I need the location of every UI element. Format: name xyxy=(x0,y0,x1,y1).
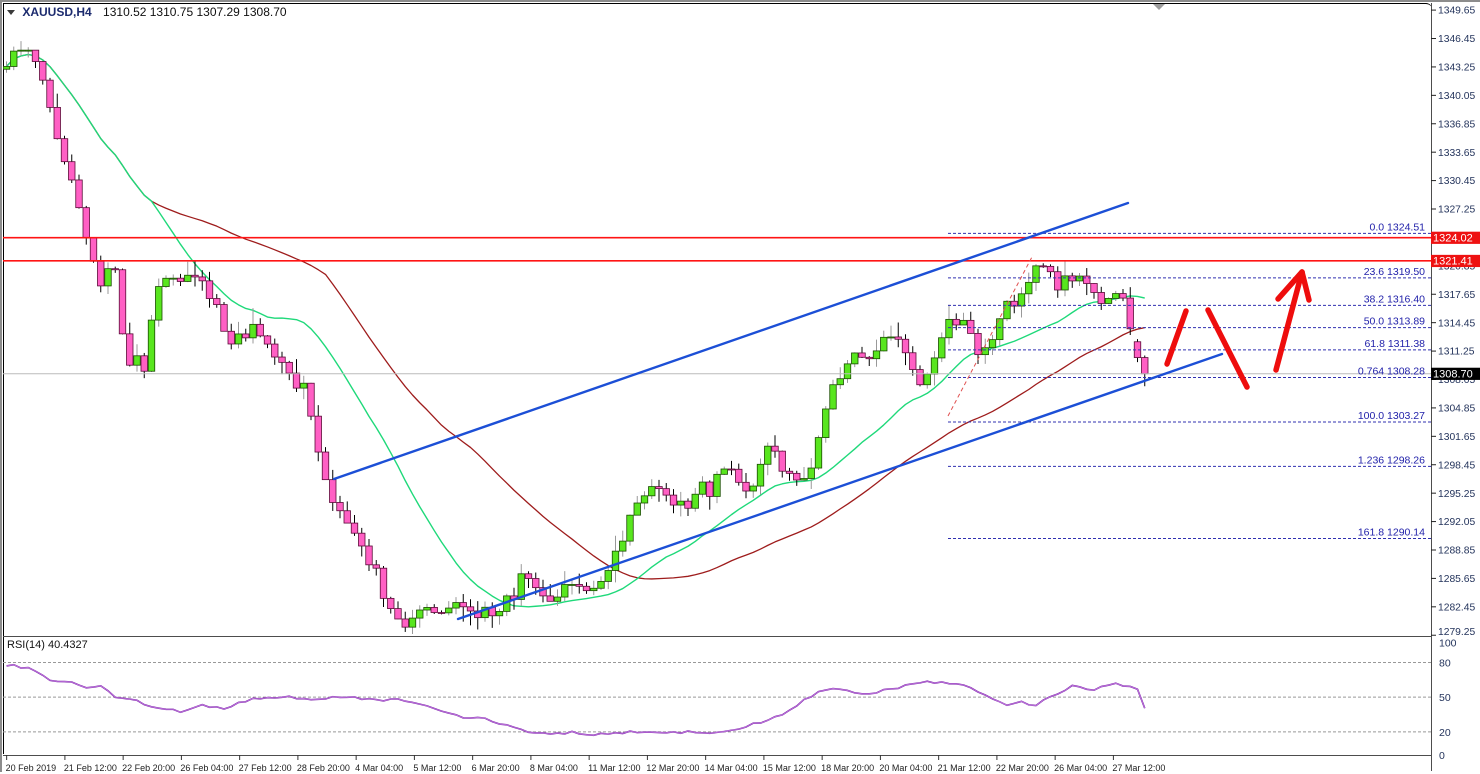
svg-text:1349.65: 1349.65 xyxy=(1438,6,1475,17)
svg-text:0: 0 xyxy=(1439,750,1445,762)
svg-text:100: 100 xyxy=(1439,638,1457,650)
svg-text:1311.25: 1311.25 xyxy=(1438,347,1475,358)
svg-text:50: 50 xyxy=(1439,692,1451,704)
svg-text:80: 80 xyxy=(1439,657,1451,669)
svg-text:1308.70: 1308.70 xyxy=(1433,368,1473,380)
svg-text:1285.65: 1285.65 xyxy=(1438,574,1475,585)
svg-text:1343.25: 1343.25 xyxy=(1438,63,1475,74)
svg-text:1324.02: 1324.02 xyxy=(1433,232,1473,244)
svg-text:1282.45: 1282.45 xyxy=(1438,602,1475,613)
svg-text:20: 20 xyxy=(1439,727,1451,739)
svg-text:1321.41: 1321.41 xyxy=(1433,255,1473,267)
svg-text:1340.05: 1340.05 xyxy=(1438,91,1475,102)
svg-text:1317.65: 1317.65 xyxy=(1438,290,1475,301)
svg-text:1314.45: 1314.45 xyxy=(1438,318,1475,329)
svg-text:1298.45: 1298.45 xyxy=(1438,460,1475,471)
svg-text:1292.05: 1292.05 xyxy=(1438,517,1475,528)
svg-text:1333.65: 1333.65 xyxy=(1438,148,1475,159)
svg-text:1346.45: 1346.45 xyxy=(1438,34,1475,45)
svg-text:1330.45: 1330.45 xyxy=(1438,176,1475,187)
svg-text:1304.85: 1304.85 xyxy=(1438,404,1475,415)
svg-text:1327.25: 1327.25 xyxy=(1438,205,1475,216)
svg-text:1301.65: 1301.65 xyxy=(1438,432,1475,443)
svg-text:1288.85: 1288.85 xyxy=(1438,546,1475,557)
svg-text:1336.85: 1336.85 xyxy=(1438,119,1475,130)
svg-text:1295.25: 1295.25 xyxy=(1438,489,1475,500)
